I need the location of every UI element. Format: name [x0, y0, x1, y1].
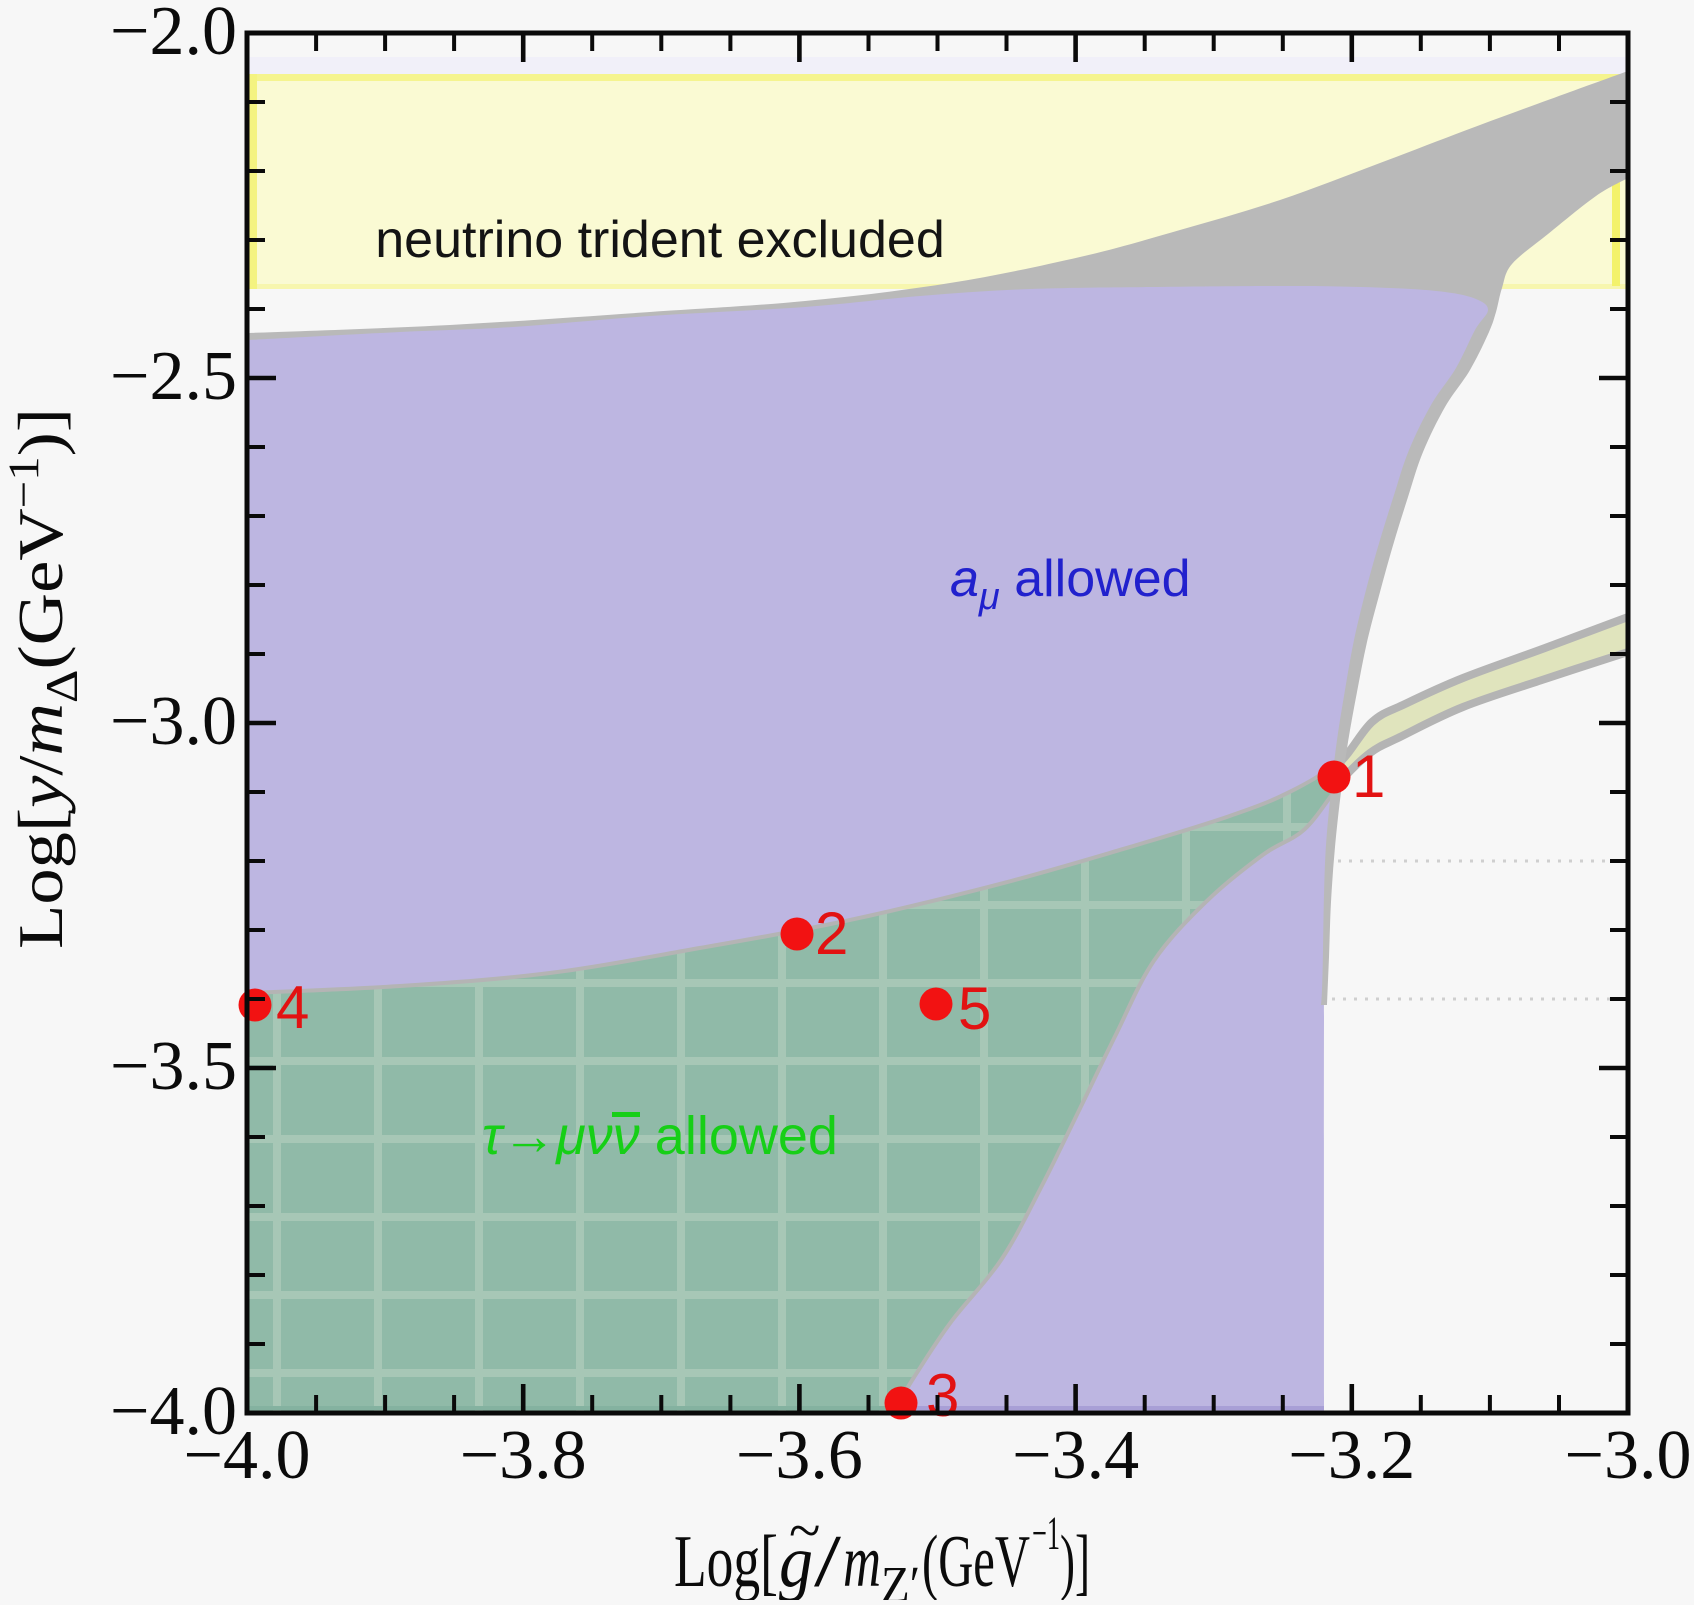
- svg-text:g: g: [779, 1521, 813, 1600]
- svg-text:−3.8: −3.8: [460, 1417, 587, 1494]
- svg-text:2: 2: [815, 900, 848, 967]
- svg-text:−1: −1: [1032, 1507, 1060, 1560]
- svg-text:−2.0: −2.0: [110, 0, 237, 70]
- svg-text:−3.2: −3.2: [1288, 1417, 1415, 1494]
- svg-text:aμ allowed: aμ allowed: [950, 550, 1191, 618]
- svg-text:Z′: Z′: [881, 1557, 920, 1600]
- svg-text:−3.0: −3.0: [1565, 1417, 1692, 1494]
- svg-text:−2.5: −2.5: [110, 338, 237, 415]
- svg-text:m: m: [843, 1521, 881, 1600]
- svg-text:−4.0: −4.0: [184, 1417, 311, 1494]
- svg-text:~: ~: [789, 1498, 820, 1563]
- svg-text:−3.6: −3.6: [736, 1417, 863, 1494]
- svg-text:3: 3: [926, 1362, 959, 1429]
- svg-text:−3.5: −3.5: [110, 1028, 237, 1105]
- svg-text:−4.0: −4.0: [110, 1373, 237, 1450]
- svg-text:τ→μνν allowed: τ→μνν allowed: [482, 1106, 838, 1166]
- svg-text:)]: )]: [1060, 1521, 1090, 1600]
- svg-text:5: 5: [958, 975, 991, 1042]
- svg-text:neutrino trident excluded: neutrino trident excluded: [375, 211, 945, 269]
- svg-text:−3.0: −3.0: [110, 683, 237, 760]
- svg-text:4: 4: [276, 974, 309, 1041]
- svg-text:1: 1: [1352, 743, 1385, 810]
- svg-text:/: /: [814, 1521, 842, 1600]
- svg-text:Log[: Log[: [674, 1521, 778, 1600]
- svg-text:−3.4: −3.4: [1012, 1417, 1139, 1494]
- svg-text:(GeV: (GeV: [922, 1521, 1030, 1600]
